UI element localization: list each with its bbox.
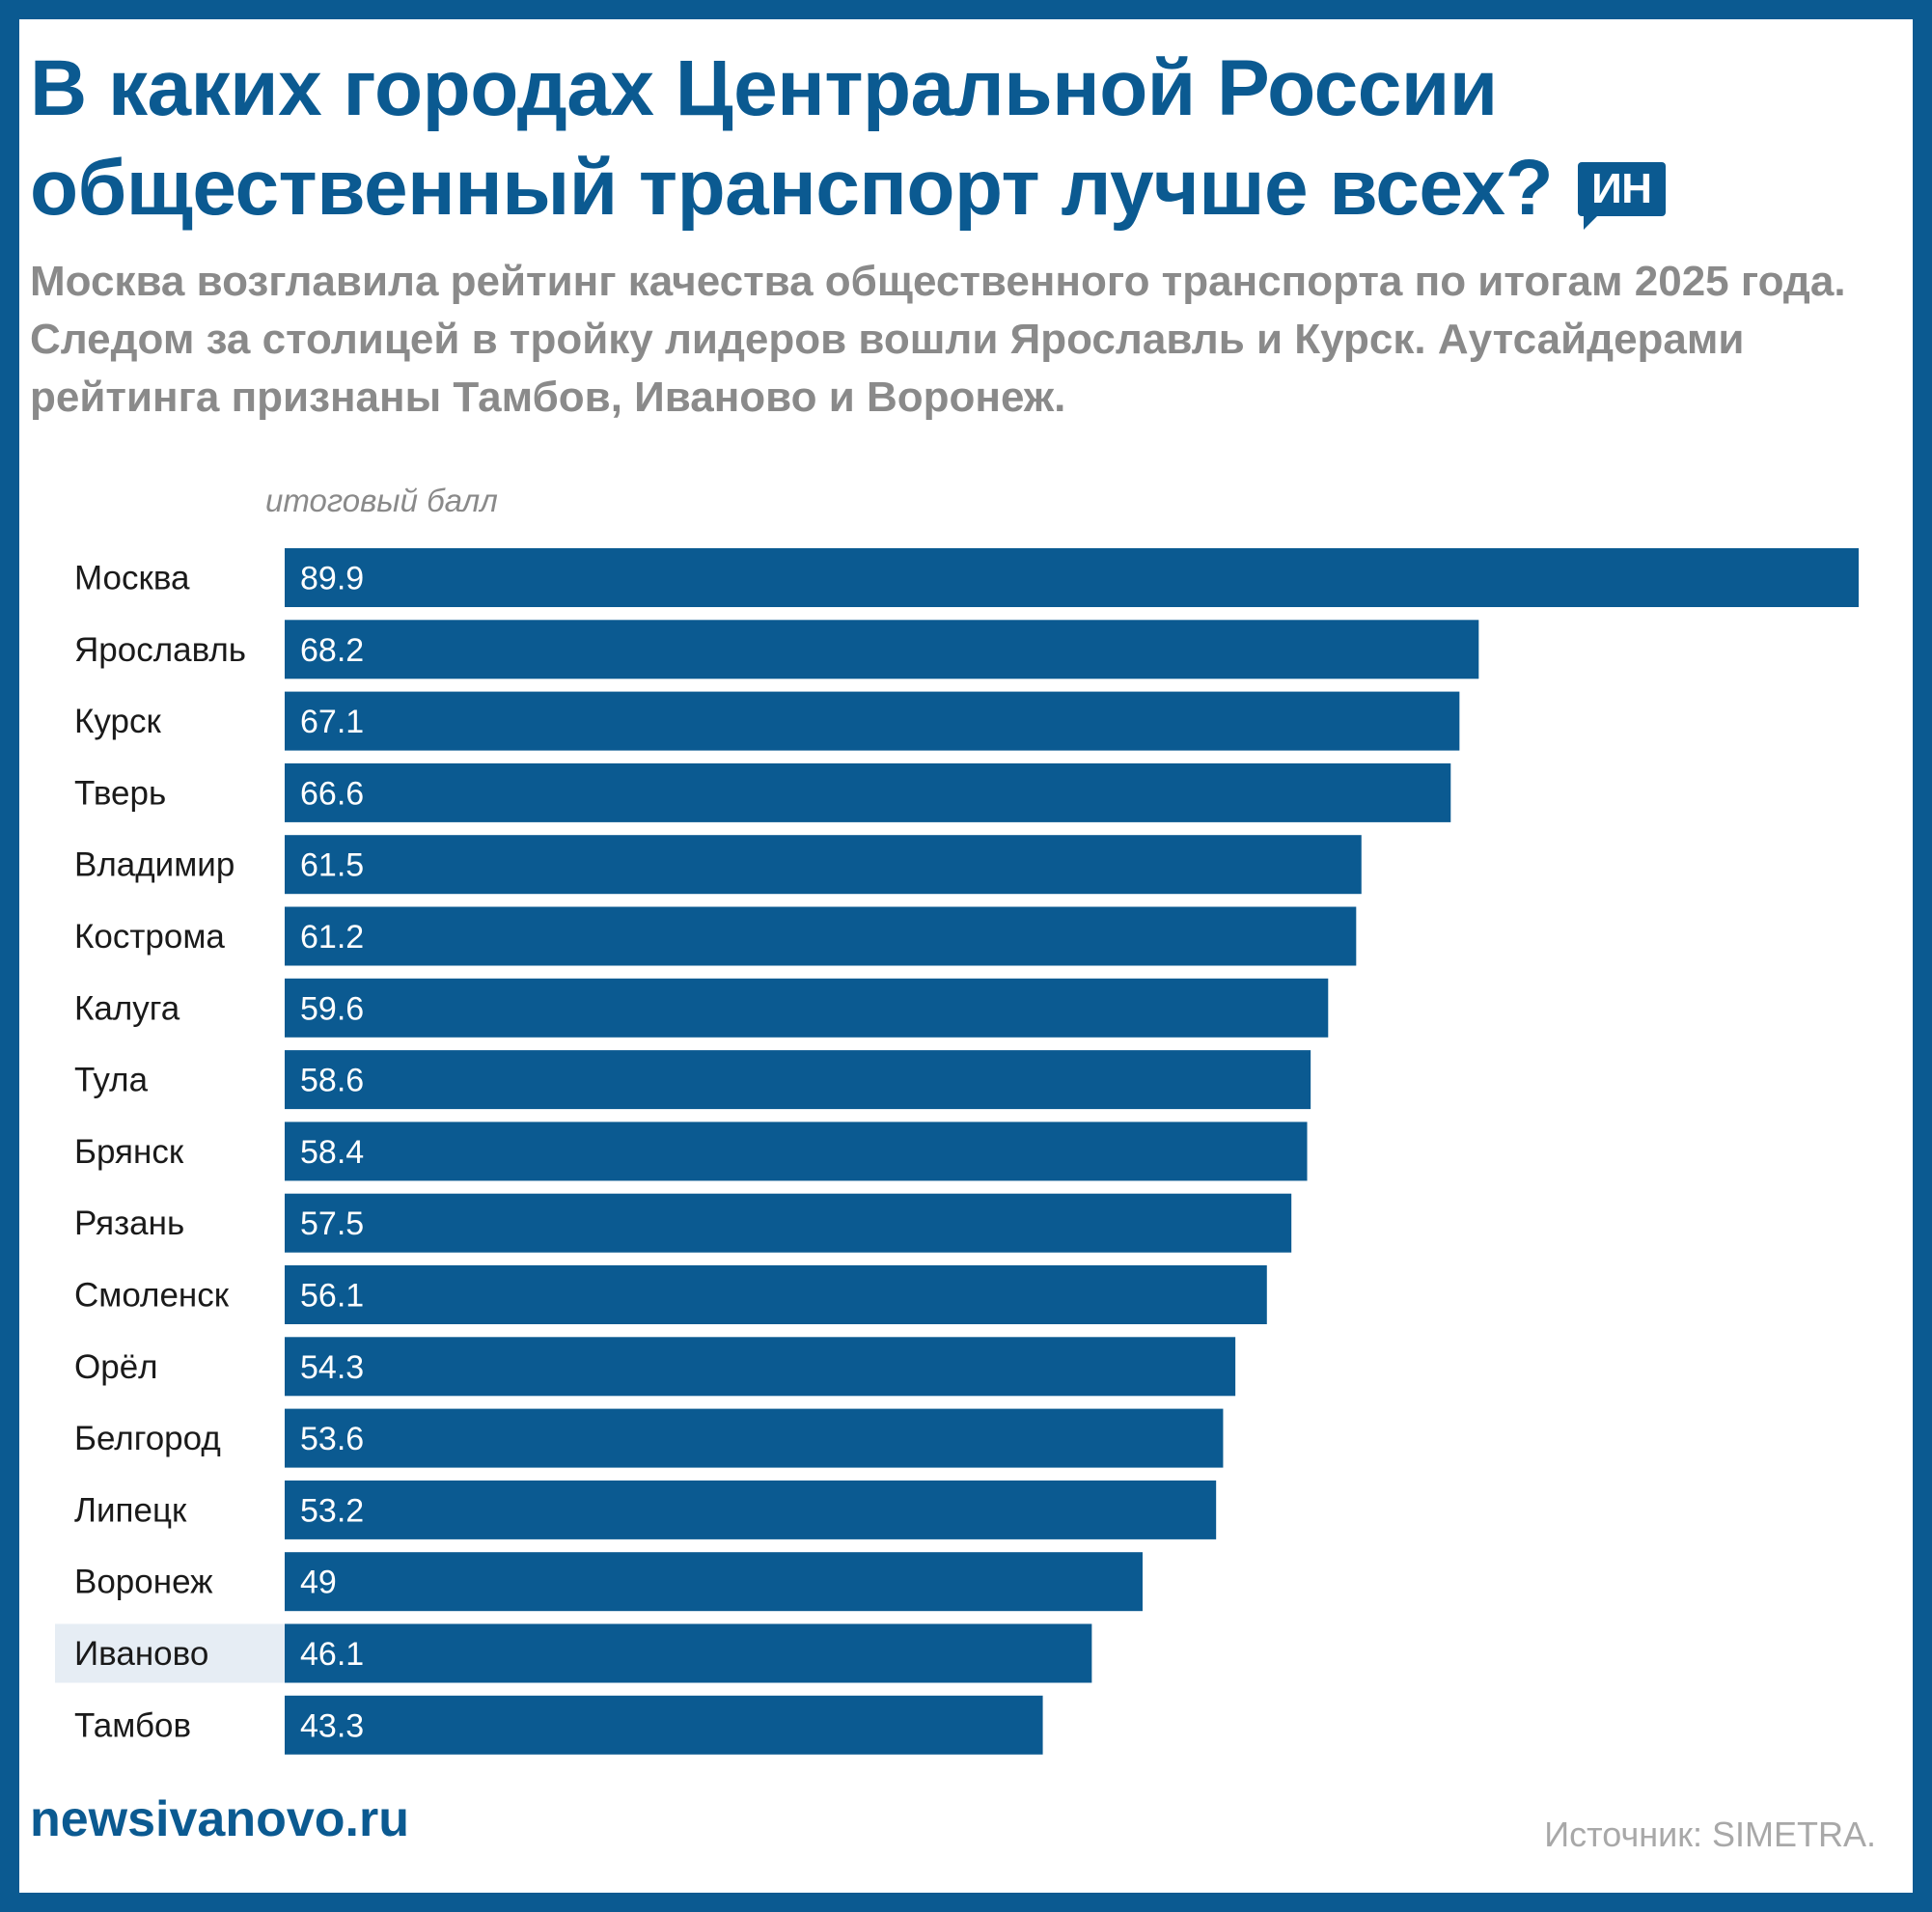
category-label: Рязань [74, 1205, 184, 1242]
value-label: 43.3 [300, 1707, 364, 1744]
bar [285, 1623, 1092, 1683]
bar [285, 1193, 1292, 1253]
category-label: Кострома [74, 918, 225, 956]
value-label: 49 [300, 1565, 337, 1601]
category-label: Тверь [74, 774, 166, 812]
value-label: 89.9 [300, 561, 364, 597]
bar [285, 620, 1479, 679]
site-name[interactable]: newsivanovo.ru [30, 1791, 409, 1847]
category-label: Ярославль [74, 631, 246, 669]
value-label: 67.1 [300, 704, 364, 740]
category-label: Воронеж [74, 1564, 213, 1601]
value-label: 58.6 [300, 1063, 364, 1099]
category-label: Курск [74, 703, 161, 740]
bar [285, 1552, 1143, 1612]
value-label: 61.5 [300, 847, 364, 884]
bar [285, 1122, 1308, 1181]
value-label: 53.6 [300, 1421, 364, 1457]
bar [285, 691, 1460, 751]
category-label: Орёл [74, 1348, 158, 1386]
value-label: 68.2 [300, 632, 364, 669]
bar [285, 835, 1362, 895]
page-title: В каких городах Центральной России общес… [30, 39, 1844, 237]
category-label: Липецк [74, 1491, 187, 1529]
bar [285, 1695, 1043, 1755]
bar [285, 1408, 1224, 1468]
publisher-logo: ИН [1578, 162, 1666, 230]
value-label: 66.6 [300, 775, 364, 812]
value-label: 59.6 [300, 990, 364, 1027]
bar [285, 978, 1329, 1038]
category-label: Калуга [74, 989, 180, 1027]
value-label: 57.5 [300, 1205, 364, 1242]
title-text: В каких городах Центральной России общес… [30, 44, 1554, 232]
value-label: 46.1 [300, 1636, 364, 1673]
bar [285, 1337, 1236, 1397]
category-label: Москва [74, 560, 190, 597]
value-label: 54.3 [300, 1349, 364, 1386]
value-label: 61.2 [300, 919, 364, 956]
category-label: Смоленск [74, 1277, 230, 1315]
category-label: Тула [74, 1062, 149, 1099]
highlight-band [55, 1623, 285, 1683]
value-label: 53.2 [300, 1492, 364, 1529]
category-label: Иваново [74, 1635, 208, 1673]
category-label: Брянск [74, 1133, 184, 1171]
category-label: Тамбов [74, 1706, 191, 1744]
category-label: Владимир [74, 846, 235, 884]
axis-label: итоговый балл [265, 483, 498, 518]
bar [285, 1050, 1311, 1110]
bar [285, 548, 1859, 607]
subtitle: Москва возглавила рейтинг качества общес… [30, 258, 1846, 421]
bar [285, 1480, 1217, 1539]
category-label: Белгород [74, 1420, 221, 1457]
value-label: 56.1 [300, 1278, 364, 1315]
source-note: Источник: SIMETRA. [1544, 1815, 1876, 1854]
bar [285, 906, 1357, 966]
bar [285, 1265, 1267, 1324]
bar [285, 762, 1451, 822]
value-label: 58.4 [300, 1134, 364, 1171]
